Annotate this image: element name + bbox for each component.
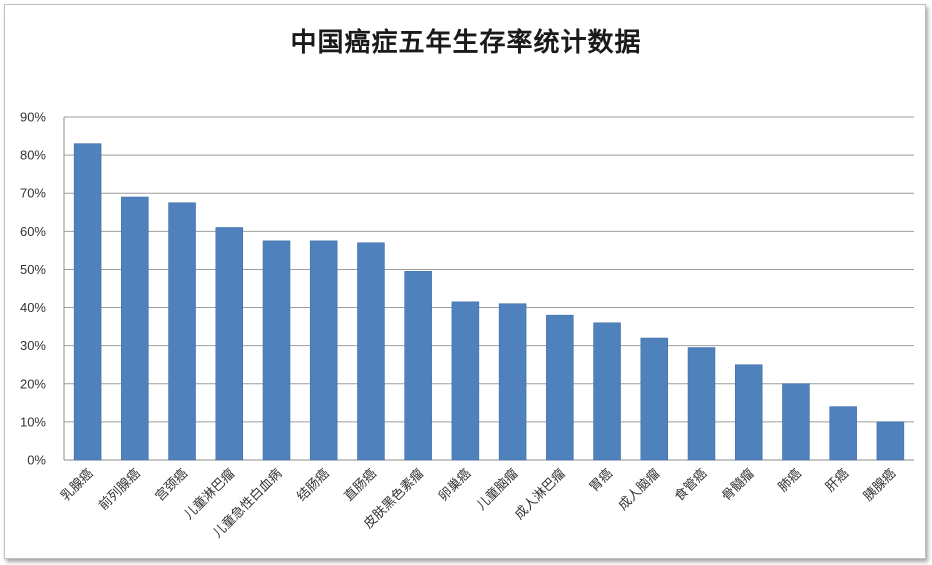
- x-category-label: 成人脑瘤: [615, 466, 663, 514]
- bar-0: [73, 143, 102, 461]
- x-category-label: 乳腺癌: [58, 466, 97, 505]
- y-tick-label: 40%: [20, 300, 46, 315]
- x-category-label: 儿童脑瘤: [473, 466, 521, 514]
- bar-14: [734, 364, 763, 461]
- bar-5: [309, 240, 338, 461]
- x-category-label: 肺癌: [775, 466, 805, 496]
- x-category-label: 前列腺癌: [96, 466, 144, 514]
- y-tick-label: 30%: [20, 338, 46, 353]
- y-tick-label: 0%: [27, 453, 46, 468]
- y-axis-ticks: 0% 10% 20% 30% 40% 50% 60% 70% 80% 90%: [20, 110, 46, 468]
- y-tick-label: 70%: [20, 186, 46, 201]
- x-category-label: 骨髓瘤: [719, 466, 758, 505]
- chart-frame: [4, 4, 926, 559]
- y-tick-label: 60%: [20, 224, 46, 239]
- bar-7: [404, 271, 432, 461]
- x-category-label: 成人淋巴瘤: [511, 466, 568, 523]
- x-category-label: 胰腺癌: [860, 466, 899, 505]
- y-tick-label: 10%: [20, 414, 46, 429]
- bars: [73, 143, 905, 461]
- bar-1: [121, 196, 149, 461]
- bar-9: [498, 303, 527, 461]
- bar-12: [640, 337, 669, 461]
- bar-15: [782, 383, 810, 461]
- bar-2: [168, 202, 196, 461]
- x-category-label: 食管癌: [671, 466, 710, 505]
- x-category-label: 胃癌: [586, 466, 616, 496]
- y-tick-label: 20%: [20, 376, 46, 391]
- bar-3: [215, 227, 244, 461]
- bar-17: [876, 421, 905, 461]
- x-category-label: 直肠癌: [341, 466, 380, 505]
- y-tick-label: 50%: [20, 262, 46, 277]
- bar-13: [687, 347, 716, 461]
- bar-10: [546, 314, 574, 461]
- bar-4: [262, 240, 291, 461]
- chart-title: 中国癌症五年生存率统计数据: [290, 28, 642, 58]
- bar-11: [593, 322, 621, 461]
- gridlines: [63, 116, 914, 461]
- x-category-label: 肝癌: [822, 466, 852, 496]
- x-category-label: 宫颈癌: [152, 466, 191, 505]
- y-tick-label: 90%: [20, 110, 46, 125]
- bar-16: [829, 406, 857, 461]
- bar-8: [451, 301, 480, 461]
- x-category-label: 结肠癌: [294, 466, 333, 505]
- x-category-label: 卵巢癌: [435, 466, 474, 505]
- y-tick-label: 80%: [20, 148, 46, 163]
- bar-6: [357, 242, 385, 461]
